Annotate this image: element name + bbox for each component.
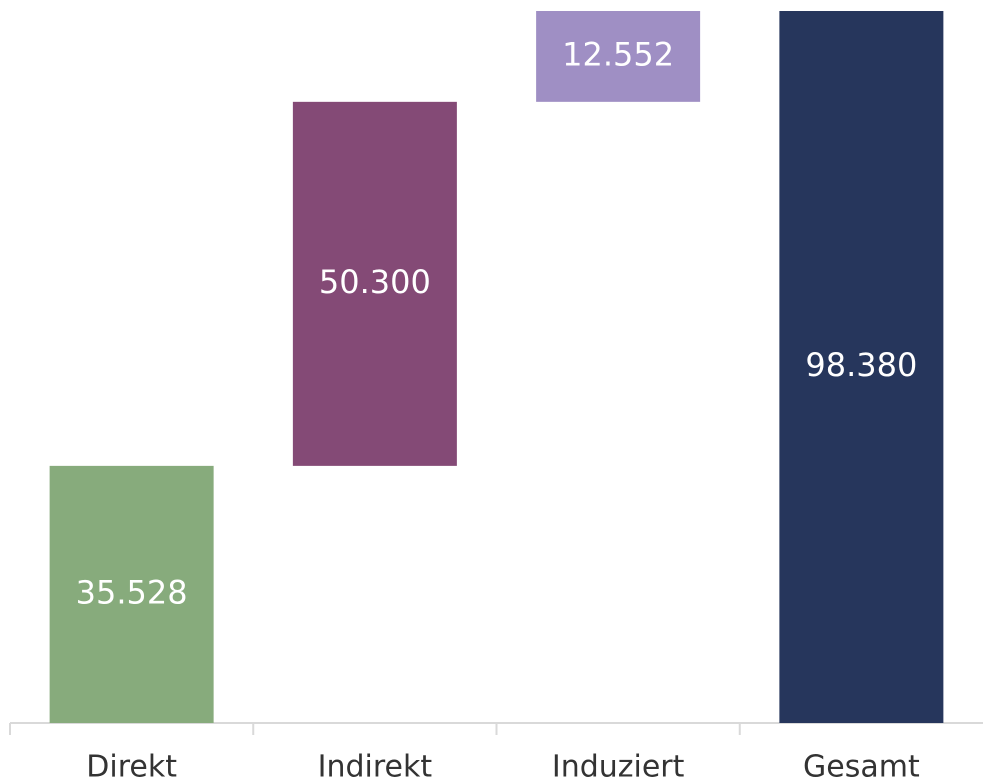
data-label: 98.380 — [805, 346, 917, 384]
x-tick-label: Direkt — [86, 750, 177, 783]
bar — [292, 101, 457, 466]
bar — [536, 11, 701, 102]
data-label: 12.552 — [562, 35, 674, 73]
x-tick-label: Gesamt — [803, 750, 920, 783]
bar — [779, 11, 944, 723]
bar — [49, 465, 214, 723]
x-tick-label: Indirekt — [318, 750, 433, 783]
data-label: 50.300 — [319, 263, 431, 301]
data-label: 35.528 — [76, 573, 188, 611]
x-tick-label: Induziert — [552, 750, 685, 783]
